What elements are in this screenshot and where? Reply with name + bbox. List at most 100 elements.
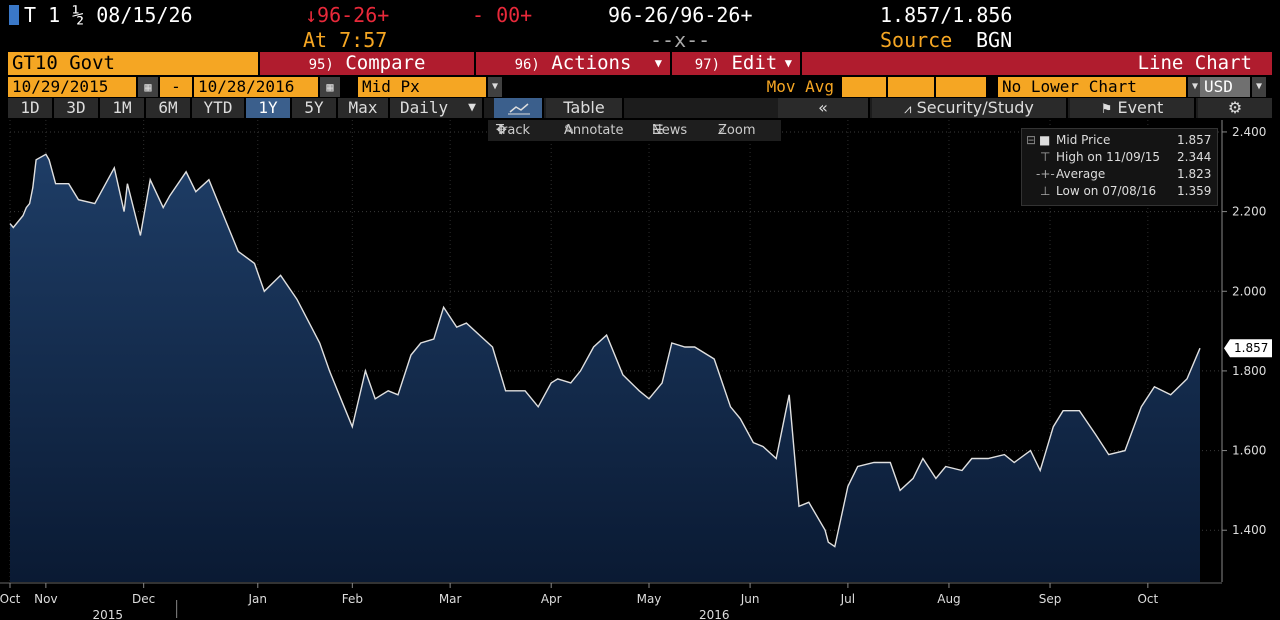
lower-chart-select[interactable]: No Lower Chart — [998, 77, 1186, 97]
source-value: BGN — [976, 28, 1013, 52]
period-3d-button[interactable]: 3D — [54, 98, 100, 118]
flag-icon: ⚑ — [1100, 102, 1113, 117]
mov-avg-input-1[interactable] — [842, 77, 886, 97]
security-label: GT10 Govt — [12, 52, 115, 74]
security-study-label: Security/Study — [916, 98, 1034, 117]
chart-type-label: Line Chart — [802, 52, 1272, 75]
actions-button[interactable]: 96) Actions ▼ — [476, 52, 670, 75]
end-calendar-icon[interactable]: ▦ — [320, 77, 340, 97]
legend-row-mid: ⊟ ■ Mid Price 1.857 — [1022, 132, 1219, 149]
chart-canvas: 1.400 1.600 1.800 2.000 2.200 2.400 1.857 Oct No… — [0, 120, 1272, 620]
collapse-square-icon[interactable]: ⊟ — [1026, 133, 1037, 147]
lower-chart-dropdown-icon[interactable]: ▼ — [1188, 77, 1202, 97]
security-study-button[interactable]: ⩘ Security/Study — [872, 98, 1068, 118]
low-marker-icon: ⊥ — [1040, 184, 1051, 198]
security-study-icon: ⩘ — [904, 102, 912, 117]
x-tick-label: Jun — [740, 592, 760, 606]
actions-dropdown-icon: ▼ — [654, 56, 662, 70]
source-label: Source — [880, 28, 953, 52]
compare-button[interactable]: 95) Compare — [260, 52, 474, 75]
mov-avg-input-3[interactable] — [936, 77, 986, 97]
x-tick-label: Oct — [0, 592, 21, 606]
table-label: Table — [563, 98, 605, 117]
y-tick-label: 1.600 — [1232, 444, 1266, 458]
quote-header: T 1 ½ 08/15/26 ↓96-26+ - 00+ 96-26/96-26… — [0, 0, 1280, 28]
period-max-button[interactable]: Max — [338, 98, 390, 118]
ticker-label: T 1 ½ 08/15/26 — [24, 3, 193, 27]
y-tick-label: 1.400 — [1232, 523, 1266, 537]
gear-icon[interactable]: ⚙ — [1198, 98, 1272, 118]
price-change: ↓96-26+ — [305, 3, 390, 27]
legend-high-value: 2.344 — [1177, 150, 1212, 164]
chart-legend: ⊟ ■ Mid Price 1.857 ⊤ High on 11/09/15 2… — [1021, 128, 1218, 206]
edit-dropdown-icon: ▼ — [784, 56, 792, 70]
frequency-select[interactable]: Daily ▼ — [390, 98, 484, 118]
year-label: 2016 — [699, 608, 730, 620]
x-tick-label: Apr — [541, 592, 562, 606]
y-tick-label: 2.200 — [1232, 205, 1266, 219]
legend-low-value: 1.359 — [1177, 184, 1212, 198]
event-label: Event — [1117, 98, 1164, 117]
x-tick-label: Mar — [439, 592, 462, 606]
magnifier-icon: ⌕ — [718, 123, 726, 138]
frequency-text: Daily — [400, 98, 449, 117]
end-date-field[interactable]: 10/28/2016 — [194, 77, 318, 97]
currency-text: USD — [1204, 77, 1233, 96]
y-tick-label: 2.400 — [1232, 125, 1266, 139]
period-5y-button[interactable]: 5Y — [292, 98, 338, 118]
date-dash: - — [171, 77, 181, 96]
security-field[interactable]: GT10 Govt — [8, 52, 258, 75]
x-tick-label: Feb — [342, 592, 363, 606]
period-ytd-button[interactable]: YTD — [192, 98, 246, 118]
x-tick-label: Jul — [840, 592, 855, 606]
frequency-dropdown-icon: ▼ — [468, 100, 476, 115]
price-change-secondary: - 00+ — [472, 3, 533, 27]
legend-high-label: High on 11/09/15 — [1056, 150, 1161, 164]
period-1d-button[interactable]: 1D — [8, 98, 54, 118]
edit-button[interactable]: 97) Edit ▼ — [672, 52, 800, 75]
date-separator: - — [160, 77, 192, 97]
x-tick-label: May — [637, 592, 662, 606]
field-select[interactable]: Mid Px — [358, 77, 486, 97]
period-6m-button[interactable]: 6M — [146, 98, 192, 118]
legend-mid-value: 1.857 — [1177, 133, 1212, 147]
line-chart-icon[interactable] — [494, 98, 544, 118]
end-date-text: 10/28/2016 — [198, 77, 295, 96]
actions-label: Actions — [551, 52, 632, 74]
price-series-line — [9, 153, 1201, 548]
period-bar: 1D 3D 1M 6M YTD 1Y 5Y Max Daily ▼ Table … — [8, 98, 1272, 118]
x-tick-label: Aug — [937, 592, 960, 606]
price-chart[interactable]: 1.400 1.600 1.800 2.000 2.200 2.400 1.857 Oct No… — [0, 118, 1280, 620]
menu-bar: GT10 Govt 95) Compare 96) Actions ▼ 97) … — [8, 52, 1272, 75]
x-tick-label: Nov — [34, 592, 57, 606]
legend-row-avg: -+- Average 1.823 — [1022, 166, 1219, 183]
quote-time: At 7:57 — [303, 28, 388, 52]
start-calendar-icon[interactable]: ▦ — [138, 77, 158, 97]
pencil-icon: ✎ — [564, 123, 575, 138]
event-button[interactable]: ⚑ Event — [1070, 98, 1196, 118]
collapse-icon[interactable]: « — [778, 98, 870, 118]
quote-subheader: At 7:57 --x-- Source BGN — [0, 28, 1280, 52]
period-1m-button[interactable]: 1M — [100, 98, 146, 118]
legend-row-low: ⊥ Low on 07/08/16 1.359 — [1022, 183, 1219, 200]
table-button[interactable]: Table — [546, 98, 624, 118]
currency-select[interactable]: USD — [1200, 77, 1250, 97]
field-dropdown-icon[interactable]: ▼ — [488, 77, 502, 97]
period-1y-button[interactable]: 1Y — [246, 98, 292, 118]
x-tick-label: Dec — [132, 592, 155, 606]
mov-avg-input-2[interactable] — [888, 77, 934, 97]
actions-number: 96) — [514, 57, 540, 73]
average-marker-icon: -+- — [1036, 167, 1055, 181]
last-value-label: 1.857 — [1234, 341, 1268, 355]
start-date-field[interactable]: 10/29/2015 — [8, 77, 136, 97]
annotate-label: Annotate — [564, 123, 624, 138]
track-label: Track — [496, 123, 531, 138]
bid-ask-price: 96-26/96-26+ — [608, 3, 753, 27]
legend-mid-label: Mid Price — [1056, 133, 1111, 147]
zoom-label: Zoom — [718, 123, 756, 138]
field-select-text: Mid Px — [362, 77, 420, 96]
legend-low-label: Low on 07/08/16 — [1056, 184, 1157, 198]
y-tick-label: 2.000 — [1232, 284, 1266, 298]
currency-dropdown-icon[interactable]: ▼ — [1252, 77, 1266, 97]
high-marker-icon: ⊤ — [1040, 150, 1051, 164]
